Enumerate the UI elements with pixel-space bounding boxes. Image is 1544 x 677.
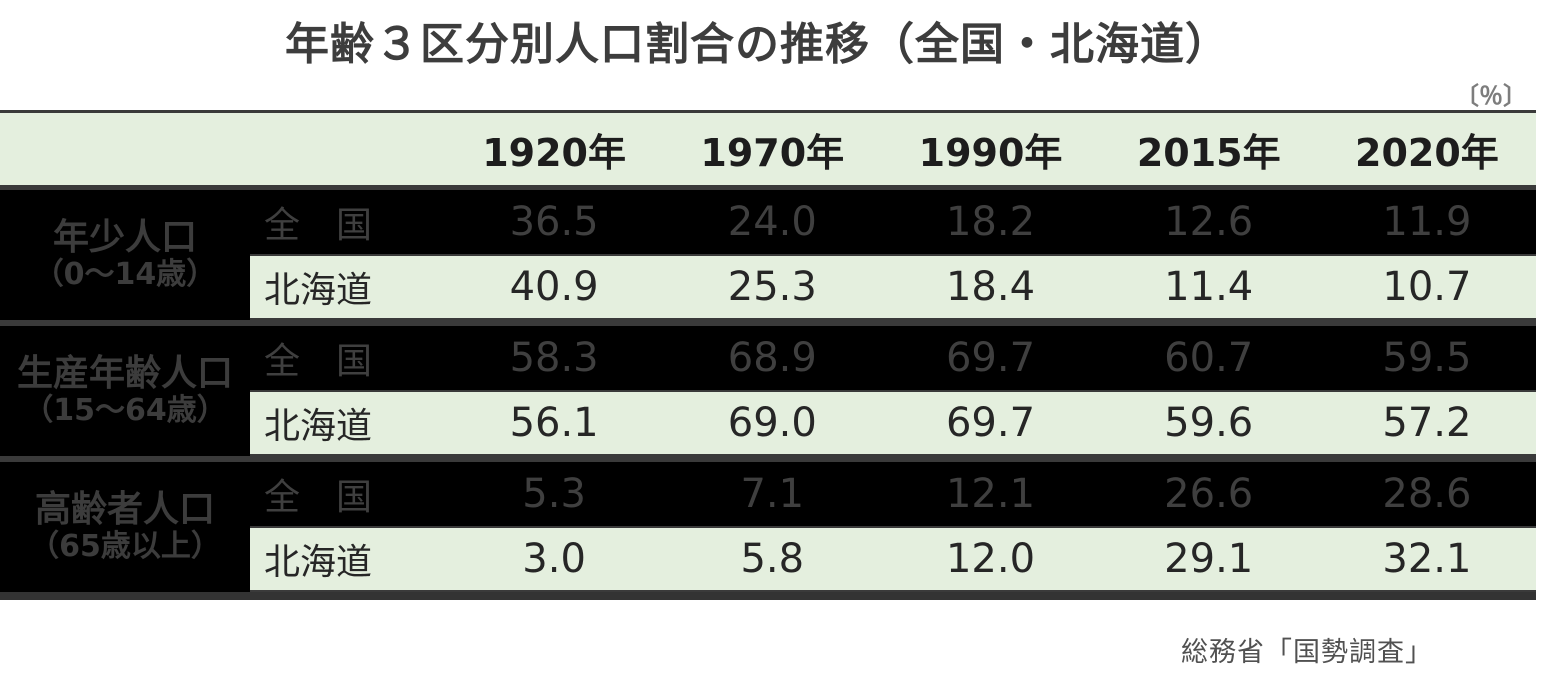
- value-cell: 69.7: [945, 400, 1036, 446]
- value-cell: 3.0: [522, 536, 586, 582]
- region-label-national: 全 国: [264, 341, 373, 382]
- value-cell: 11.4: [1164, 264, 1254, 310]
- group-rows: 全 国 5.3 7.1 12.1 26.6 28.6 北海道 3.0 5.8 1…: [250, 462, 1536, 592]
- group-label-working: 生産年齢人口 （15～64歳）: [0, 326, 250, 456]
- value-cell: 28.6: [1382, 471, 1472, 517]
- region-label-hokkaido: 北海道: [264, 270, 373, 311]
- value-cell: 32.1: [1382, 536, 1472, 582]
- table-row-hokkaido: 北海道 3.0 5.8 12.0 29.1 32.1: [250, 526, 1536, 592]
- table-row-hokkaido: 北海道 40.9 25.3 18.4 11.4 10.7: [250, 254, 1536, 320]
- group-rows: 全 国 58.3 68.9 69.7 60.7 59.5 北海道 56.1 69…: [250, 326, 1536, 456]
- value-cell: 5.3: [522, 471, 586, 517]
- group-rows: 全 国 36.5 24.0 18.2 12.6 11.9 北海道 40.9 25…: [250, 190, 1536, 320]
- region-label-national: 全 国: [264, 477, 373, 518]
- source-credit: 総務省「国勢調査」: [1181, 637, 1433, 668]
- group-label-line2: （65歳以上）: [29, 529, 221, 565]
- value-cell: 24.0: [727, 199, 817, 245]
- population-share-table: 1920年 1970年 1990年 2015年 2020年 年少人口 （0～14…: [0, 110, 1536, 600]
- value-cell: 25.3: [727, 264, 817, 310]
- group-label-line1: 年少人口: [52, 217, 197, 259]
- value-cell: 59.6: [1164, 400, 1254, 446]
- value-cell: 36.5: [509, 199, 599, 245]
- value-cell: 68.9: [727, 335, 817, 381]
- table-row-national: 全 国 36.5 24.0 18.2 12.6 11.9: [250, 190, 1536, 254]
- year-header-1990: 1990年: [918, 130, 1063, 175]
- value-cell: 26.6: [1164, 471, 1254, 517]
- year-header-1920: 1920年: [482, 130, 626, 175]
- value-cell: 18.4: [945, 264, 1036, 310]
- region-label-hokkaido: 北海道: [264, 406, 373, 447]
- value-cell: 40.9: [509, 264, 599, 310]
- year-header-2015: 2015年: [1136, 130, 1281, 175]
- group-label-young: 年少人口 （0～14歳）: [0, 190, 250, 320]
- table-row-hokkaido: 北海道 56.1 69.0 69.7 59.6 57.2: [250, 390, 1536, 456]
- value-cell: 60.7: [1164, 335, 1254, 381]
- value-cell: 58.3: [509, 335, 599, 381]
- group-label-line1: 生産年齢人口: [16, 353, 233, 395]
- value-cell: 69.0: [727, 400, 817, 446]
- group-young-population: 年少人口 （0～14歳） 全 国 36.5 24.0 18.2 12.6 11.…: [0, 190, 1536, 320]
- value-cell: 7.1: [740, 471, 805, 517]
- page-title: 年齢３区分別人口割合の推移（全国・北海道）: [285, 19, 1230, 70]
- value-cell: 5.8: [740, 536, 805, 582]
- group-label-elderly: 高齢者人口 （65歳以上）: [0, 462, 250, 592]
- value-cell: 12.0: [945, 536, 1036, 582]
- table-row-national: 全 国 58.3 68.9 69.7 60.7 59.5: [250, 326, 1536, 390]
- group-label-line2: （0～14歳）: [33, 257, 217, 293]
- value-cell: 59.5: [1382, 335, 1472, 381]
- value-cell: 57.2: [1382, 400, 1472, 446]
- unit-label: 〔％〕: [1455, 82, 1527, 110]
- value-cell: 12.1: [945, 471, 1036, 517]
- value-cell: 69.7: [945, 335, 1036, 381]
- group-elderly-population: 高齢者人口 （65歳以上） 全 国 5.3 7.1 12.1 26.6 28.6…: [0, 456, 1536, 592]
- group-label-line2: （15～64歳）: [23, 393, 227, 429]
- value-cell: 12.6: [1164, 199, 1254, 245]
- region-label-hokkaido: 北海道: [264, 542, 373, 583]
- group-label-line1: 高齢者人口: [34, 489, 215, 531]
- value-cell: 56.1: [509, 400, 599, 446]
- year-header-2020: 2020年: [1355, 130, 1499, 175]
- value-cell: 10.7: [1382, 264, 1472, 310]
- region-label-national: 全 国: [264, 205, 373, 246]
- table-header-row: 1920年 1970年 1990年 2015年 2020年: [0, 110, 1536, 190]
- table-row-national: 全 国 5.3 7.1 12.1 26.6 28.6: [250, 462, 1536, 526]
- group-working-age-population: 生産年齢人口 （15～64歳） 全 国 58.3 68.9 69.7 60.7 …: [0, 320, 1536, 456]
- value-cell: 18.2: [945, 199, 1036, 245]
- table-body: 年少人口 （0～14歳） 全 国 36.5 24.0 18.2 12.6 11.…: [0, 190, 1536, 600]
- value-cell: 11.9: [1382, 199, 1472, 245]
- year-header-1970: 1970年: [700, 130, 845, 175]
- value-cell: 29.1: [1164, 536, 1254, 582]
